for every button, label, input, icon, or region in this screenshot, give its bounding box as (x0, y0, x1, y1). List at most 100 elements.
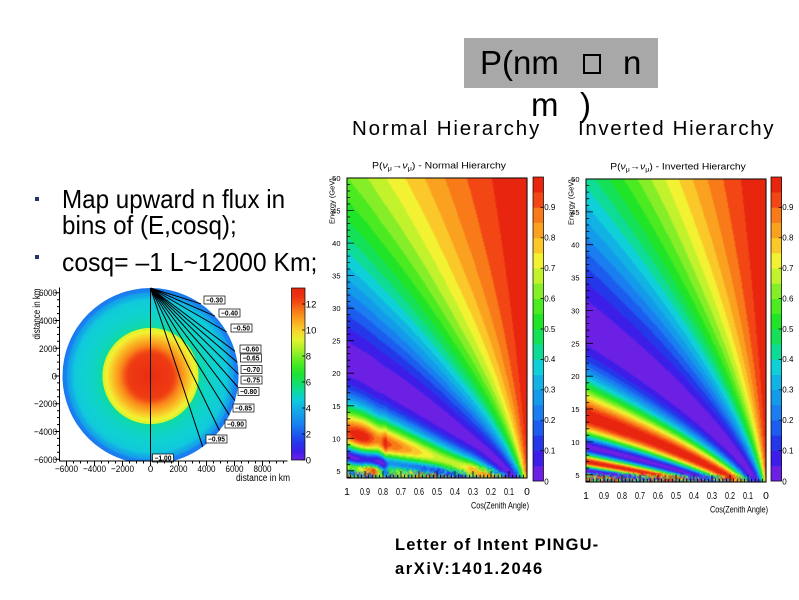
svg-text:25: 25 (332, 337, 340, 346)
svg-text:0.2: 0.2 (544, 416, 556, 425)
svg-text:10: 10 (306, 326, 317, 337)
svg-text:−4000: −4000 (34, 427, 57, 438)
svg-text:0.5: 0.5 (544, 325, 556, 334)
svg-text:45: 45 (332, 207, 340, 216)
svg-text:−0.85: −0.85 (235, 406, 252, 413)
svg-text:40: 40 (571, 241, 579, 250)
svg-text:−6000: −6000 (55, 464, 78, 475)
svg-text:4: 4 (306, 404, 311, 415)
svg-text:−0.70: −0.70 (243, 367, 260, 374)
svg-text:6: 6 (306, 378, 311, 389)
svg-text:40: 40 (332, 239, 340, 248)
svg-text:−0.40: −0.40 (221, 311, 238, 318)
svg-text:0.5: 0.5 (782, 325, 794, 334)
svg-text:12: 12 (306, 300, 317, 311)
svg-text:0.4: 0.4 (689, 491, 699, 502)
svg-text:2000: 2000 (170, 464, 188, 475)
svg-text:0.3: 0.3 (544, 386, 556, 395)
svg-text:0.2: 0.2 (725, 491, 735, 502)
svg-text:0: 0 (148, 464, 153, 475)
svg-text:0.8: 0.8 (378, 487, 388, 498)
svg-text:0: 0 (782, 478, 787, 487)
svg-text:45: 45 (571, 208, 579, 217)
svg-text:20: 20 (571, 372, 579, 381)
svg-text:P(νμ→νμ) - Inverted Hierarchy: P(νμ→νμ) - Inverted Hierarchy (610, 162, 746, 174)
svg-text:0.8: 0.8 (617, 491, 627, 502)
svg-text:0.3: 0.3 (707, 491, 717, 502)
svg-text:−0.30: −0.30 (206, 298, 223, 305)
svg-text:0.2: 0.2 (782, 416, 794, 425)
svg-text:0.9: 0.9 (782, 203, 794, 212)
svg-text:0.6: 0.6 (653, 491, 663, 502)
svg-text:P(νμ→νμ) - Normal Hierarchy: P(νμ→νμ) - Normal Hierarchy (372, 161, 506, 173)
svg-text:0: 0 (763, 491, 769, 502)
svg-text:0.9: 0.9 (599, 491, 609, 502)
svg-text:−0.75: −0.75 (243, 378, 260, 385)
svg-text:0.6: 0.6 (782, 294, 794, 303)
svg-text:1: 1 (583, 491, 589, 502)
svg-text:6000: 6000 (39, 288, 57, 299)
svg-text:1: 1 (344, 487, 350, 498)
svg-text:5: 5 (575, 471, 579, 480)
svg-text:0.3: 0.3 (782, 386, 794, 395)
svg-text:0.1: 0.1 (743, 491, 753, 502)
svg-text:0.5: 0.5 (671, 491, 681, 502)
svg-text:Cos(Zenith Angle): Cos(Zenith Angle) (471, 501, 529, 512)
svg-text:0: 0 (52, 372, 57, 383)
svg-text:−1.00: −1.00 (155, 456, 172, 463)
svg-text:50: 50 (332, 174, 340, 183)
svg-text:Cos(Zenith Angle): Cos(Zenith Angle) (710, 505, 768, 516)
svg-text:15: 15 (332, 402, 340, 411)
svg-text:30: 30 (571, 307, 579, 316)
svg-text:0: 0 (524, 487, 530, 498)
svg-text:0.6: 0.6 (414, 487, 424, 498)
svg-text:−4000: −4000 (83, 464, 106, 475)
svg-text:30: 30 (332, 304, 340, 313)
svg-text:0.5: 0.5 (432, 487, 442, 498)
svg-text:−0.65: −0.65 (243, 356, 260, 363)
svg-text:50: 50 (571, 175, 579, 184)
svg-text:0.7: 0.7 (396, 487, 406, 498)
svg-text:−0.60: −0.60 (242, 347, 259, 354)
svg-text:0.7: 0.7 (635, 491, 645, 502)
svg-text:35: 35 (571, 274, 579, 283)
svg-text:0: 0 (306, 456, 311, 467)
svg-text:25: 25 (571, 339, 579, 348)
svg-text:4000: 4000 (39, 316, 57, 327)
svg-text:0.9: 0.9 (544, 203, 556, 212)
svg-text:0.7: 0.7 (782, 264, 794, 273)
svg-text:0.8: 0.8 (782, 234, 794, 243)
svg-text:0.4: 0.4 (544, 355, 556, 364)
svg-text:−2000: −2000 (34, 399, 57, 410)
svg-text:−2000: −2000 (111, 464, 134, 475)
svg-text:4000: 4000 (198, 464, 216, 475)
svg-text:0.6: 0.6 (544, 294, 556, 303)
svg-text:0.1: 0.1 (782, 446, 794, 455)
svg-text:2: 2 (306, 430, 311, 441)
svg-text:0.7: 0.7 (544, 264, 556, 273)
svg-text:0.4: 0.4 (782, 355, 794, 364)
svg-text:−0.50: −0.50 (233, 326, 250, 333)
svg-text:8: 8 (306, 352, 311, 363)
svg-text:0.2: 0.2 (486, 487, 496, 498)
svg-text:0.4: 0.4 (450, 487, 460, 498)
svg-text:Energy (GeV): Energy (GeV) (328, 178, 337, 224)
svg-text:Energy (GeV): Energy (GeV) (567, 179, 576, 225)
svg-text:8000: 8000 (254, 464, 272, 475)
svg-text:10: 10 (332, 434, 340, 443)
svg-text:10: 10 (571, 438, 579, 447)
svg-text:0: 0 (544, 478, 549, 487)
svg-text:15: 15 (571, 405, 579, 414)
svg-text:35: 35 (332, 272, 340, 281)
svg-text:−6000: −6000 (34, 455, 57, 466)
svg-text:−0.95: −0.95 (208, 437, 225, 444)
svg-text:5: 5 (336, 467, 340, 476)
svg-text:6000: 6000 (226, 464, 244, 475)
svg-text:20: 20 (332, 369, 340, 378)
svg-text:0.3: 0.3 (468, 487, 478, 498)
svg-text:0.9: 0.9 (360, 487, 370, 498)
svg-text:distance in km: distance in km (32, 289, 43, 340)
svg-text:0.1: 0.1 (504, 487, 514, 498)
svg-text:0.8: 0.8 (544, 234, 556, 243)
svg-text:2000: 2000 (39, 344, 57, 355)
